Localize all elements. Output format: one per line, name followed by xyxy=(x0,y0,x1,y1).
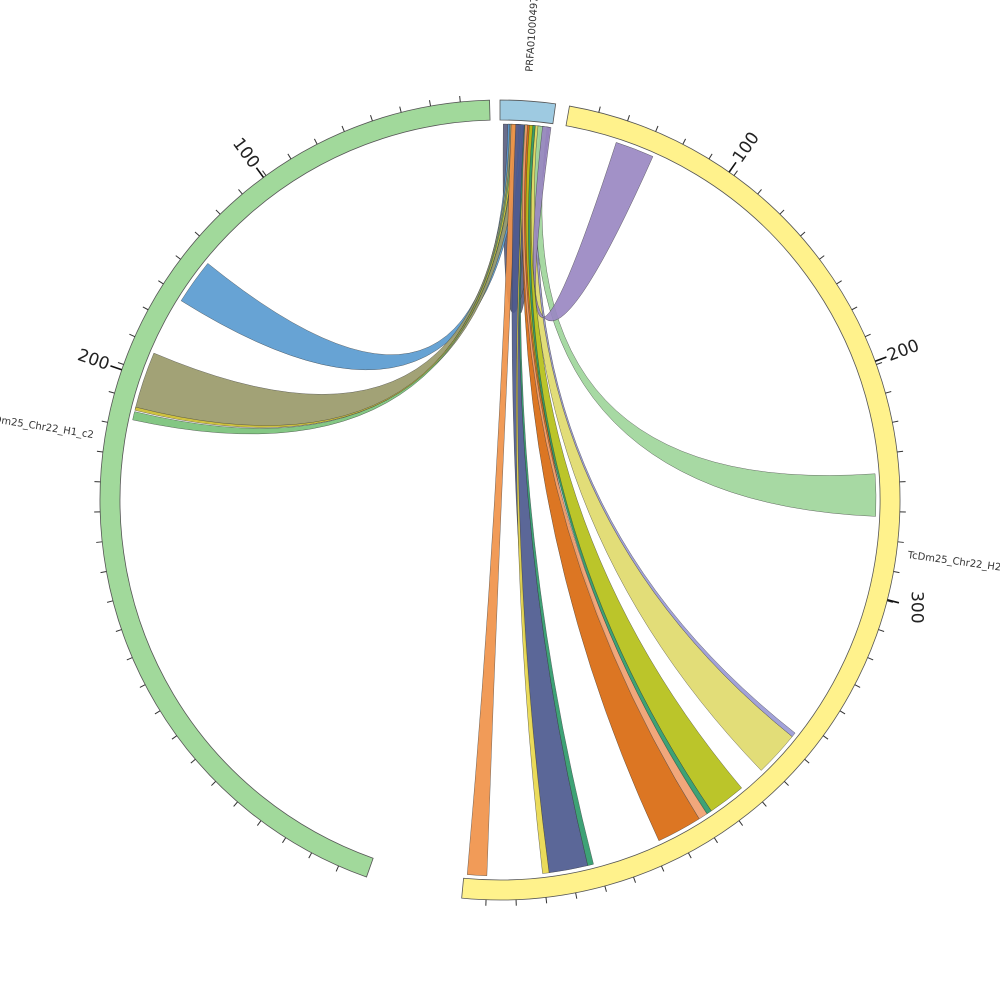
tick-mark xyxy=(897,451,903,452)
tick-label: 300 xyxy=(906,591,926,623)
tick-mark xyxy=(714,838,717,843)
tick-mark xyxy=(892,421,898,422)
tick-mark xyxy=(876,362,882,364)
tick-mark xyxy=(865,334,870,336)
tick-label: 200 xyxy=(75,345,112,374)
tick-mark xyxy=(336,866,338,871)
tick-mark xyxy=(97,451,103,452)
tick-mark xyxy=(263,171,267,176)
tick-mark xyxy=(143,307,148,310)
tick-mark xyxy=(107,601,113,603)
tick-mark-major xyxy=(256,168,263,178)
tick-mark xyxy=(191,759,196,763)
ribbon-layer xyxy=(133,124,876,876)
tick-mark xyxy=(314,139,317,144)
tick-mark xyxy=(211,781,215,785)
tick-mark xyxy=(176,256,181,260)
tick-mark xyxy=(739,821,743,826)
tick-mark xyxy=(661,866,663,871)
tick-mark xyxy=(656,126,658,132)
tick-mark xyxy=(429,100,430,106)
tick-mark xyxy=(116,630,122,632)
tick-mark xyxy=(155,711,160,714)
tick-mark xyxy=(234,802,238,807)
link-ribbon xyxy=(533,126,653,321)
tick-mark xyxy=(688,853,691,858)
tick-label: 100 xyxy=(729,129,764,167)
tick-label: 100 xyxy=(228,134,263,172)
tick-mark xyxy=(342,126,344,132)
tick-mark xyxy=(371,115,373,121)
tick-mark xyxy=(282,838,285,843)
link-ribbon xyxy=(181,124,523,370)
tick-mark xyxy=(819,256,824,260)
tick-mark xyxy=(605,886,607,892)
tick-mark xyxy=(101,572,107,573)
tick-mark xyxy=(894,572,900,573)
tick-mark xyxy=(758,189,762,194)
tick-mark xyxy=(288,154,291,159)
tick-mark xyxy=(546,897,547,903)
tick-mark xyxy=(129,334,134,336)
tick-mark xyxy=(837,281,842,284)
tick-mark xyxy=(599,107,600,113)
tick-mark xyxy=(878,630,884,632)
tick-mark xyxy=(762,802,766,807)
segment-prfa xyxy=(500,100,556,124)
tick-mark xyxy=(780,210,784,214)
tick-mark xyxy=(238,189,242,194)
tick-mark xyxy=(102,421,108,422)
tick-mark xyxy=(709,154,712,159)
tick-mark-major xyxy=(729,162,736,172)
tick-mark xyxy=(140,685,145,688)
tick-mark xyxy=(868,658,874,660)
tick-mark xyxy=(823,736,828,740)
tick-mark xyxy=(852,307,857,310)
link-ribbon xyxy=(467,124,519,876)
tick-mark xyxy=(805,759,810,763)
tick-mark xyxy=(172,736,177,740)
tick-mark xyxy=(96,542,102,543)
tick-label: 200 xyxy=(885,336,922,366)
tick-mark xyxy=(109,392,115,394)
tick-mark-major xyxy=(110,366,121,370)
tick-mark xyxy=(898,542,904,543)
tick-mark xyxy=(460,96,461,102)
segment-label-prfa: PRFA01000497 xyxy=(524,0,540,72)
tick-mark xyxy=(885,392,891,394)
tick-mark xyxy=(118,362,124,364)
tick-mark xyxy=(734,171,738,176)
tick-mark xyxy=(801,232,806,236)
tick-mark xyxy=(855,685,860,688)
tick-mark xyxy=(400,107,401,113)
tick-mark xyxy=(628,115,630,121)
tick-mark xyxy=(257,821,261,826)
tick-mark-major xyxy=(875,357,886,361)
tick-mark xyxy=(309,853,312,858)
link-ribbon xyxy=(535,126,876,516)
tick-mark xyxy=(634,877,636,883)
segment-h1 xyxy=(100,100,490,877)
tick-mark xyxy=(784,781,788,785)
tick-mark xyxy=(127,658,133,660)
tick-mark xyxy=(683,139,686,144)
tick-mark xyxy=(158,281,163,284)
tick-mark xyxy=(216,210,220,214)
tick-mark xyxy=(840,711,845,714)
segment-label-h1: TcDm25_Chr22_H1_c2 xyxy=(0,413,94,441)
tick-mark xyxy=(576,893,577,899)
tick-mark xyxy=(195,232,200,236)
segment-label-h2: TcDm25_Chr22_H2_c3 xyxy=(906,550,1000,576)
